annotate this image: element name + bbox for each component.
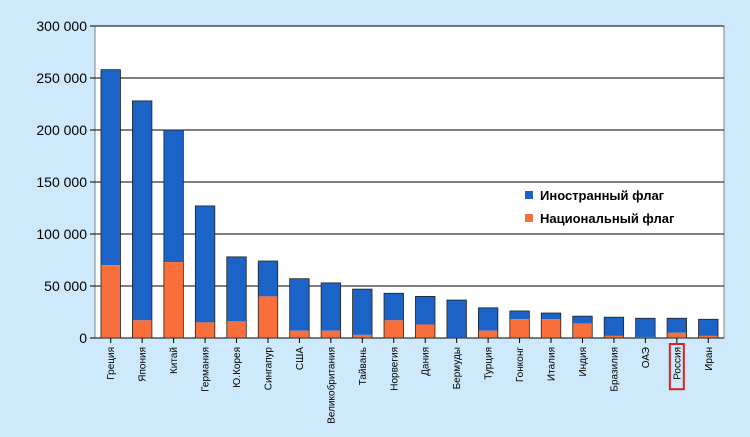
y-axis-ticks: 0 50 000 100 000 150 000 200 000 250 000 300 0… [36,18,87,346]
y-tick-label: 150 000 [36,174,87,190]
legend-swatch-foreign [525,191,533,199]
x-tick-label: Китай [169,347,180,374]
bar-foreign-flag [100,69,121,266]
x-tick-label: Бразилия [609,347,620,392]
y-tick-label: 200 000 [36,122,87,138]
bar-foreign-flag [698,319,719,336]
bar-foreign-flag [572,316,593,324]
bar-national-flag [195,322,215,338]
x-tick-label: Россия [672,347,683,380]
bar-national-flag [132,320,152,338]
bar-foreign-flag [163,130,184,263]
bar-foreign-flag [446,300,467,338]
x-tick-label: Индия [578,347,589,377]
y-tick-label: 0 [79,330,87,346]
y-tick-label: 100 000 [36,226,87,242]
bar-national-flag [163,262,184,338]
bar-foreign-flag [321,282,341,331]
x-tick-label: ОАЭ [641,347,652,368]
bar-foreign-flag [604,317,624,336]
bar-national-flag [478,330,498,338]
bar-foreign-flag [226,256,247,322]
bar-foreign-flag [352,289,373,335]
y-tick-label: 250 000 [36,70,87,86]
bar-foreign-flag [667,318,687,333]
bar-national-flag [604,335,624,338]
x-tick-label: Великобритания [325,347,337,424]
x-tick-label: Тайвань [358,347,369,385]
x-tick-label: Греция [106,347,117,380]
bar-national-flag [258,296,278,338]
bar-foreign-flag [415,296,435,325]
bar-foreign-flag [384,293,404,321]
legend-swatch-national [525,214,533,222]
x-tick-label: Гонконг [515,347,526,382]
bar-national-flag [100,265,121,338]
x-tick-label: Италия [547,347,558,381]
bar-national-flag [541,319,561,338]
legend-label-national: Национальный флаг [540,211,675,226]
bar-foreign-flag [541,313,561,320]
bar-foreign-flag [195,205,215,323]
bar-national-flag [384,320,404,338]
x-tick-label: Норвегия [389,347,400,391]
bar-foreign-flag [289,278,310,331]
x-tick-label: Ю.Корея [232,347,243,388]
bar-foreign-flag [509,310,530,320]
x-tick-label: Турция [484,347,495,380]
bar-national-flag [352,334,373,338]
bar-foreign-flag [478,307,498,331]
x-tick-label: США [295,347,306,370]
x-tick-label: Сингапур [263,347,274,391]
y-tick-label: 300 000 [36,18,87,34]
x-tick-label: Бермуды [452,347,463,389]
highlight-box [668,343,685,391]
bar-national-flag [415,324,435,338]
bar-national-flag [289,330,310,338]
bar-foreign-flag [635,318,656,337]
x-tick-label: Иран [704,347,715,371]
bar-national-flag [635,336,656,338]
x-axis-labels: Греция Япония Китай Германия Ю.Корея Сингапур… [106,343,715,424]
legend-label-foreign: Иностранный флаг [540,188,665,203]
bar-national-flag [226,321,247,338]
bar-foreign-flag [258,261,278,297]
bar-national-flag [321,330,341,338]
x-tick-label: Япония [138,347,149,382]
bar-national-flag [698,335,719,338]
bar-national-flag [509,319,530,338]
y-tick-label: 50 000 [44,278,87,294]
x-tick-label: Дания [421,347,432,376]
bar-foreign-flag [132,100,152,321]
legend: Иностранный флаг Национальный флаг [525,188,675,226]
bar-national-flag [667,332,687,338]
bar-national-flag [572,323,593,338]
bars [100,69,719,343]
x-tick-label: Германия [201,347,212,392]
